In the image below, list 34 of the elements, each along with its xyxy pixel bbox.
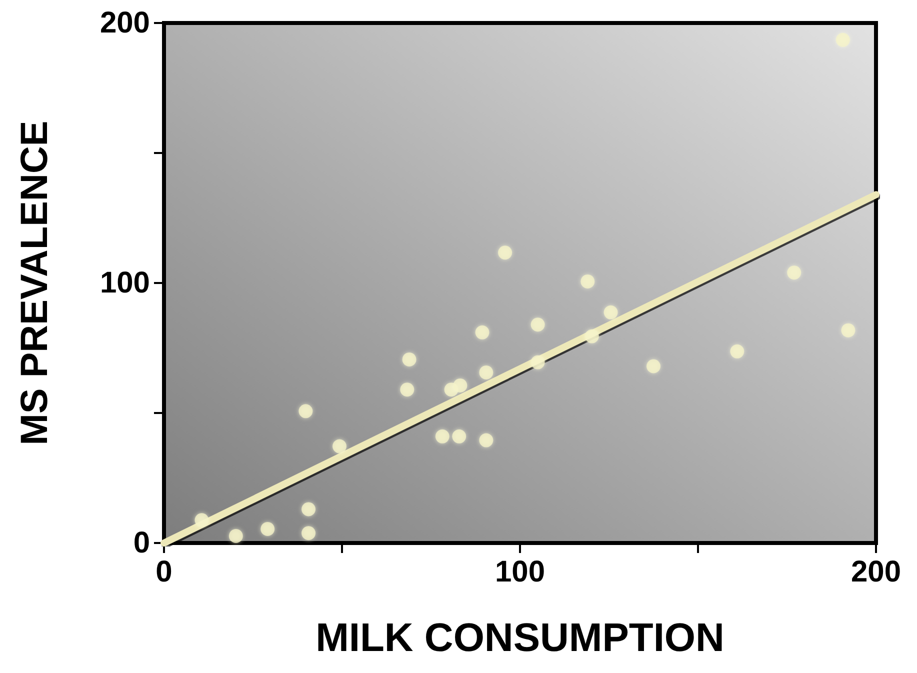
point	[302, 526, 316, 540]
x-tick-label: 200	[850, 556, 902, 588]
point	[298, 404, 313, 418]
point	[841, 323, 856, 338]
point	[836, 32, 850, 47]
y-axis-title: MS PREVALENCE	[14, 120, 56, 446]
point	[646, 359, 660, 374]
point	[530, 355, 545, 370]
y-tick-label: 200	[100, 6, 150, 40]
point	[479, 365, 494, 380]
point	[584, 329, 599, 344]
point	[498, 246, 512, 260]
point	[228, 528, 243, 543]
point	[479, 433, 494, 448]
point	[580, 274, 595, 288]
x-axis-title: MILK CONSUMPTION	[316, 616, 724, 660]
point	[452, 429, 466, 444]
point	[530, 318, 545, 332]
x-tick-label: 100	[494, 556, 546, 588]
point	[453, 378, 468, 392]
point	[194, 513, 209, 528]
point	[475, 325, 490, 340]
point	[730, 344, 744, 358]
point	[787, 266, 802, 280]
point	[402, 352, 416, 366]
point	[604, 305, 618, 320]
point	[260, 522, 275, 536]
point	[435, 429, 450, 444]
y-tick-label: 100	[100, 266, 150, 300]
x-tick-label: 0	[156, 556, 172, 588]
point	[400, 382, 414, 397]
point	[302, 502, 316, 516]
y-tick-label: 0	[133, 526, 150, 560]
point	[332, 439, 347, 454]
